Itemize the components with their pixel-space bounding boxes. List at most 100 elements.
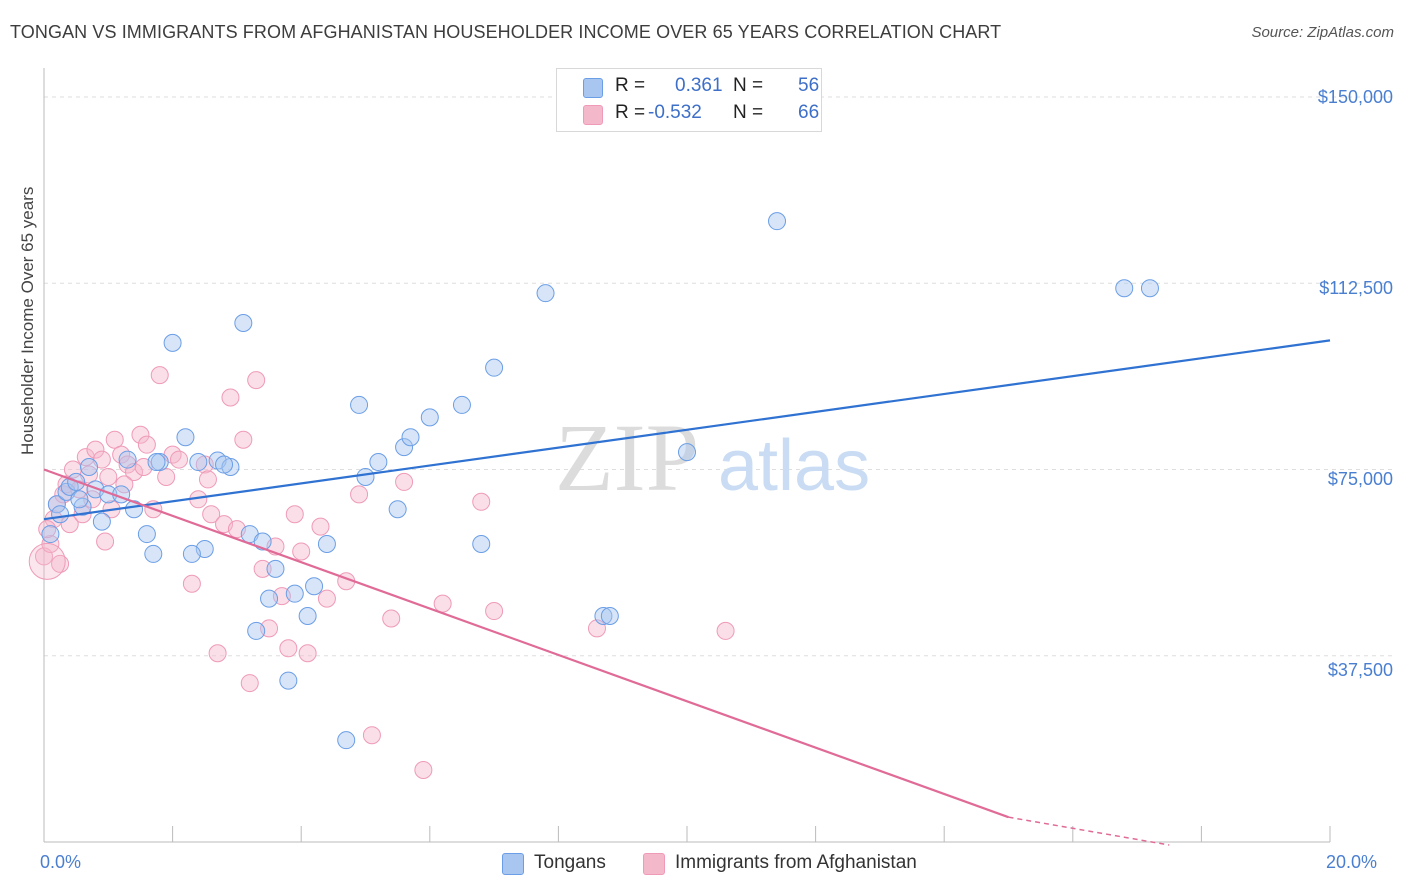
- data-point: [176, 428, 195, 447]
- data-point: [317, 589, 336, 608]
- data-point: [51, 505, 70, 524]
- legend-swatch-tongans: [502, 853, 524, 875]
- data-point: [137, 435, 156, 454]
- data-point: [285, 584, 304, 603]
- trend-line-extension: [1008, 816, 1170, 846]
- y-tick-label: $150,000: [1317, 87, 1393, 107]
- data-point: [382, 609, 401, 628]
- data-point: [150, 366, 169, 385]
- data-point: [298, 644, 317, 663]
- grid-lines: [44, 96, 1395, 657]
- data-point: [356, 467, 375, 486]
- n-label: N =: [733, 75, 764, 96]
- data-point: [369, 453, 388, 472]
- data-point: [202, 505, 221, 524]
- data-point: [182, 544, 201, 563]
- data-point: [86, 440, 105, 459]
- data-point: [144, 544, 163, 563]
- data-point: [279, 639, 298, 658]
- data-point: [92, 512, 111, 531]
- data-point: [485, 602, 504, 621]
- data-point: [768, 212, 787, 231]
- data-point: [234, 313, 253, 332]
- data-point: [716, 621, 735, 640]
- r-value: -0.532: [648, 102, 702, 123]
- n-value: 56: [798, 75, 820, 96]
- data-point: [240, 674, 259, 693]
- data-point: [105, 430, 124, 449]
- data-point: [414, 760, 433, 779]
- n-value: 66: [798, 102, 820, 123]
- axes: [43, 68, 1331, 843]
- legend-swatch-blue: [583, 78, 603, 98]
- data-point: [253, 559, 272, 578]
- data-point: [433, 594, 452, 613]
- x-tick-label-max: 20.0%: [1326, 852, 1378, 872]
- data-point: [395, 438, 414, 457]
- data-point: [311, 517, 330, 536]
- data-point: [594, 607, 613, 626]
- r-label: R =: [615, 75, 646, 96]
- data-point: [70, 490, 89, 509]
- data-point: [1140, 279, 1159, 298]
- source-label: Source: ZipAtlas.com: [1251, 24, 1394, 41]
- data-point: [247, 371, 266, 390]
- watermark-zip: ZIP: [555, 404, 699, 511]
- stats-row-afghanistan: R = -0.532 N = 66: [557, 102, 821, 128]
- data-point: [182, 574, 201, 593]
- data-point: [337, 731, 356, 750]
- data-point: [298, 607, 317, 626]
- data-point: [388, 500, 407, 519]
- y-tick-label: $75,000: [1327, 469, 1393, 489]
- data-point: [485, 358, 504, 377]
- y-axis-label: Householder Income Over 65 years: [18, 186, 37, 455]
- data-point-cluster: [28, 542, 66, 580]
- legend-swatch-pink: [583, 105, 603, 125]
- data-point: [285, 505, 304, 524]
- data-point: [472, 535, 491, 553]
- data-point: [401, 428, 420, 447]
- data-point: [350, 485, 369, 504]
- data-point: [147, 453, 166, 472]
- data-point: [189, 453, 208, 472]
- data-point: [362, 726, 381, 745]
- trend-line: [43, 468, 1009, 819]
- data-point: [420, 408, 439, 427]
- stats-legend: R = 0.361 N = 56 R = -0.532 N = 66: [556, 68, 822, 132]
- data-point: [221, 388, 240, 407]
- data-point: [472, 492, 491, 511]
- trend-line: [43, 339, 1331, 521]
- data-point: [99, 467, 118, 486]
- stats-row-tongans: R = 0.361 N = 56: [557, 75, 821, 101]
- data-point: [305, 577, 324, 596]
- data-point: [600, 607, 619, 626]
- data-point: [41, 525, 60, 544]
- data-point: [260, 589, 279, 608]
- data-point: [131, 425, 150, 444]
- data-point: [350, 395, 369, 414]
- data-point: [234, 430, 253, 449]
- trend-lines: [43, 339, 1331, 846]
- data-point: [678, 443, 696, 462]
- legend-label-afghanistan: Immigrants from Afghanistan: [675, 852, 917, 873]
- data-point: [208, 644, 227, 663]
- data-point: [266, 559, 285, 578]
- data-point: [317, 535, 336, 553]
- data-point: [96, 532, 115, 551]
- legend-label-tongans: Tongans: [534, 852, 606, 873]
- y-tick-label: $112,500: [1319, 278, 1393, 298]
- chart-title: TONGAN VS IMMIGRANTS FROM AFGHANISTAN HO…: [10, 22, 1002, 42]
- data-point: [157, 467, 176, 486]
- data-point: [115, 475, 134, 494]
- r-value: 0.361: [675, 75, 723, 96]
- data-point: [83, 490, 102, 509]
- r-label: R =: [615, 102, 646, 123]
- data-point: [163, 333, 182, 352]
- data-point: [80, 458, 99, 477]
- x-tick-label-min: 0.0%: [40, 852, 82, 872]
- data-point: [292, 542, 311, 561]
- data-point: [54, 485, 73, 504]
- data-point: [395, 472, 414, 491]
- data-point: [47, 495, 66, 514]
